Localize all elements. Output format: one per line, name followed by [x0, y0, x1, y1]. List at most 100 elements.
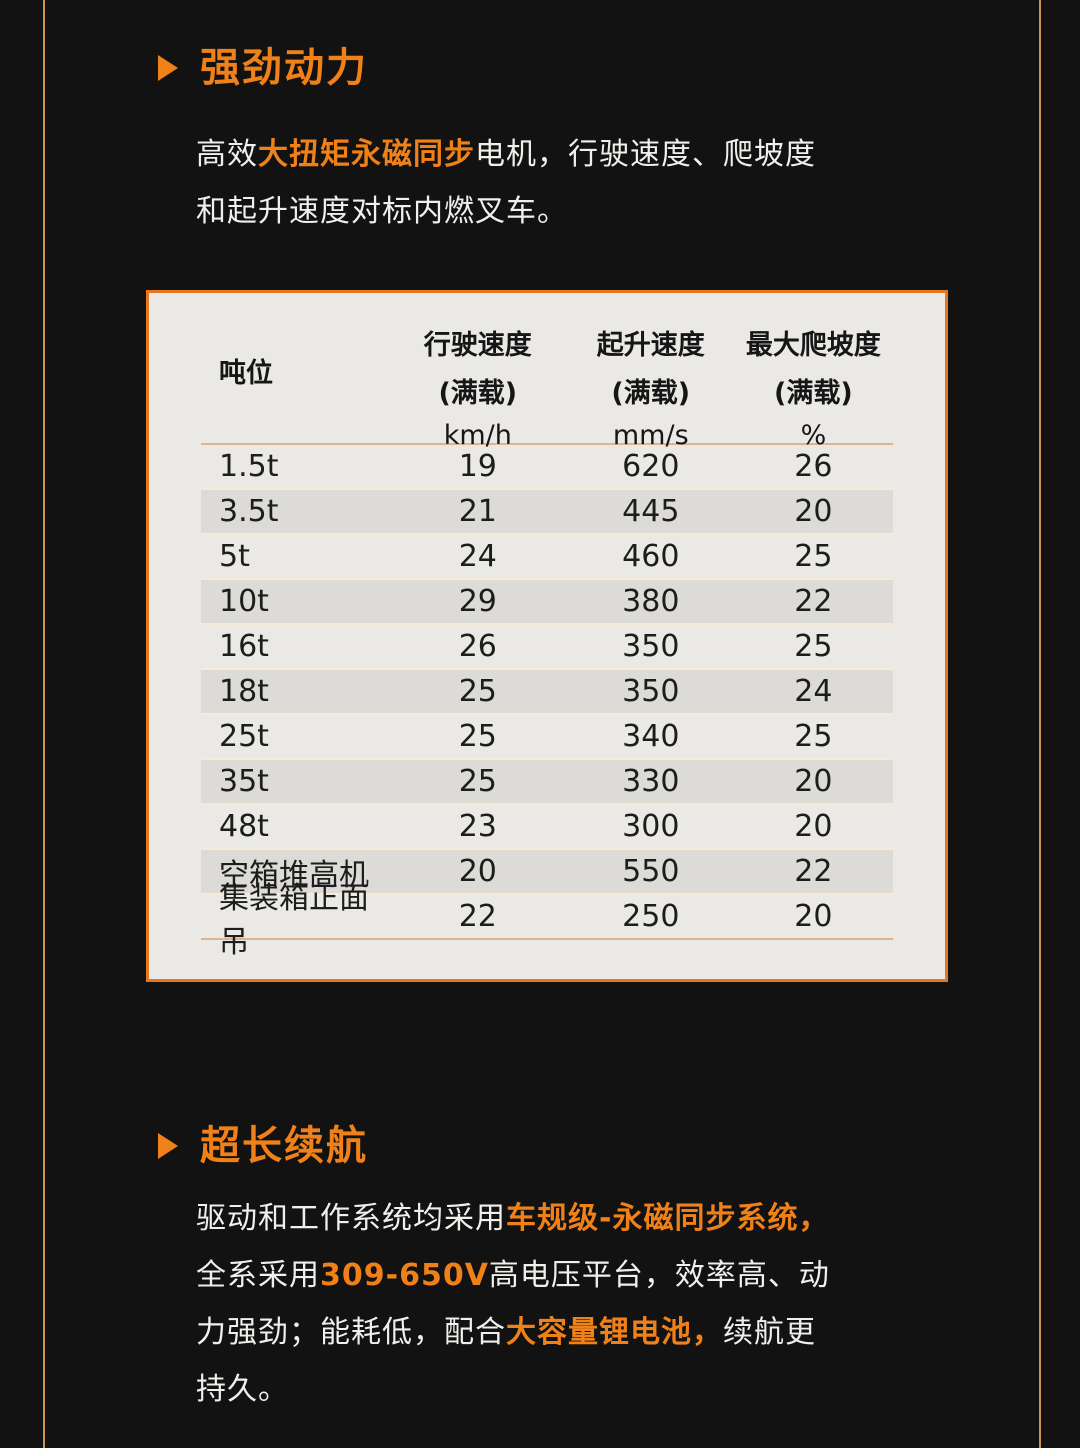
column-subtitle: (满载)	[611, 378, 691, 409]
paragraph-line: 高效大扭矩永磁同步电机，行驶速度、爬坡度	[196, 126, 922, 183]
column-title: 行驶速度	[423, 330, 532, 361]
right-edge-line	[1039, 0, 1041, 1448]
paragraph-line: 持久。	[196, 1361, 922, 1418]
spec-table-body: 1.5t 19 620 26 3.5t 21 445 20 5t 24 460 25 10t 29 380 2…	[201, 445, 893, 960]
cell-value: 25	[794, 629, 833, 664]
cell-value: 20	[794, 764, 833, 799]
table-row: 空箱堆高机 20 550 22	[201, 850, 893, 895]
table-row: 5t 24 460 25	[201, 535, 893, 580]
cell-value: 22	[794, 584, 833, 619]
column-header-travel-speed: 行驶速度 (满载) km/h	[388, 323, 568, 451]
cell-value: 250	[622, 899, 680, 934]
section-title: 强劲动力	[200, 45, 368, 91]
table-row: 25t 25 340 25	[201, 715, 893, 760]
cell-tonnage: 空箱堆高机	[219, 857, 369, 893]
cell-value: 300	[622, 809, 680, 844]
cell-value: 340	[622, 719, 680, 754]
column-title: 起升速度	[596, 330, 705, 361]
cell-value: 29	[458, 584, 497, 619]
cell-value: 350	[622, 629, 680, 664]
paragraph-line: 力强劲；能耗低，配合大容量锂电池，续航更	[196, 1304, 922, 1361]
body-text: 高电压平台，效率高、动	[488, 1258, 830, 1293]
section-paragraph-power: 高效大扭矩永磁同步电机，行驶速度、爬坡度和起升速度对标内燃叉车。	[196, 126, 922, 240]
cell-value: 23	[458, 809, 497, 844]
table-row: 18t 25 350 24	[201, 670, 893, 715]
highlighted-text: 车规级-永磁同步系统，	[506, 1201, 830, 1236]
body-text: 力强劲；能耗低，配合	[196, 1315, 506, 1350]
cell-value: 20	[794, 494, 833, 529]
cell-tonnage: 35t	[219, 764, 269, 799]
cell-tonnage: 16t	[219, 629, 269, 664]
cell-value: 19	[458, 449, 497, 484]
section-heading-power: 强劲动力	[158, 46, 368, 90]
spec-table-header: 吨位 行驶速度 (满载) km/h 起升速度 (满载) mm/s 最大爬坡度 (…	[201, 293, 893, 451]
cell-value: 620	[622, 449, 680, 484]
cell-value: 26	[458, 629, 497, 664]
column-header-tonnage: 吨位	[201, 323, 388, 443]
cell-value: 550	[622, 854, 680, 889]
section-title: 超长续航	[200, 1123, 368, 1169]
column-subtitle: (满载)	[774, 378, 853, 409]
spec-table-panel: 吨位 行驶速度 (满载) km/h 起升速度 (满载) mm/s 最大爬坡度 (…	[146, 290, 948, 982]
section-paragraph-endurance: 驱动和工作系统均采用车规级-永磁同步系统， 全系采用309-650V高电压平台，效…	[196, 1190, 922, 1418]
left-edge-line	[43, 0, 45, 1448]
cell-value: 25	[458, 674, 497, 709]
body-text: 驱动和工作系统均采用	[196, 1201, 506, 1236]
paragraph-line: 和起升速度对标内燃叉车。	[196, 183, 922, 240]
cell-value: 25	[794, 539, 833, 574]
cell-value: 24	[794, 674, 833, 709]
column-title: 吨位	[219, 357, 273, 389]
table-row: 48t 23 300 20	[201, 805, 893, 850]
cell-value: 24	[458, 539, 497, 574]
cell-value: 25	[458, 764, 497, 799]
cell-tonnage: 5t	[219, 539, 250, 574]
column-header-max-gradeability: 最大爬坡度 (满载) %	[734, 323, 893, 451]
column-header-lift-speed: 起升速度 (满载) mm/s	[568, 323, 734, 451]
cell-tonnage: 1.5t	[219, 449, 279, 484]
section-heading-endurance: 超长续航	[158, 1124, 368, 1168]
table-row: 10t 29 380 22	[201, 580, 893, 625]
column-title: 最大爬坡度	[745, 330, 881, 361]
cell-value: 22	[794, 854, 833, 889]
body-text: 和起升速度对标内燃叉车。	[196, 194, 568, 229]
paragraph-line: 驱动和工作系统均采用车规级-永磁同步系统，	[196, 1190, 922, 1247]
cell-value: 20	[458, 854, 497, 889]
cell-value: 22	[458, 899, 497, 934]
cell-value: 25	[458, 719, 497, 754]
table-row: 16t 26 350 25	[201, 625, 893, 670]
cell-value: 350	[622, 674, 680, 709]
cell-tonnage: 25t	[219, 719, 269, 754]
cell-value: 460	[622, 539, 680, 574]
cell-value: 26	[794, 449, 833, 484]
cell-tonnage: 10t	[219, 584, 269, 619]
column-unit: mm/s	[612, 420, 689, 451]
triangle-right-icon	[158, 1133, 178, 1159]
cell-tonnage: 18t	[219, 674, 269, 709]
cell-value: 330	[622, 764, 680, 799]
paragraph-line: 全系采用309-650V高电压平台，效率高、动	[196, 1247, 922, 1304]
cell-value: 25	[794, 719, 833, 754]
table-row: 集装箱正面吊 22 250 20	[201, 881, 893, 960]
column-unit: %	[800, 420, 827, 451]
cell-tonnage: 集装箱正面吊	[219, 880, 369, 960]
column-unit: km/h	[443, 420, 512, 451]
body-text: 全系采用	[196, 1258, 320, 1293]
cell-value: 20	[794, 809, 833, 844]
column-subtitle: (满载)	[438, 378, 518, 409]
highlighted-text: 309-650V	[320, 1258, 489, 1293]
table-row: 1.5t 19 620 26	[201, 445, 893, 490]
body-text: 续航更	[723, 1315, 816, 1350]
cell-tonnage: 48t	[219, 809, 269, 844]
cell-tonnage: 3.5t	[219, 494, 279, 529]
body-text: 电机，行驶速度、爬坡度	[475, 137, 816, 172]
cell-value: 21	[458, 494, 497, 529]
table-row: 35t 25 330 20	[201, 760, 893, 805]
table-row: 3.5t 21 445 20	[201, 490, 893, 535]
body-text: 持久。	[196, 1372, 289, 1407]
triangle-right-icon	[158, 55, 178, 81]
body-text: 高效	[196, 137, 258, 172]
cell-value: 445	[622, 494, 680, 529]
highlighted-text: 大容量锂电池，	[506, 1315, 723, 1350]
cell-value: 20	[794, 899, 833, 934]
